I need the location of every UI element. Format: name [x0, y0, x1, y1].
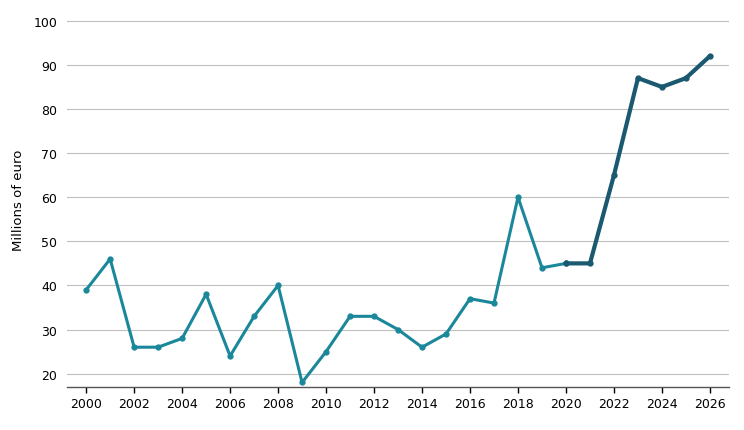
Y-axis label: Millions of euro: Millions of euro [12, 149, 25, 251]
